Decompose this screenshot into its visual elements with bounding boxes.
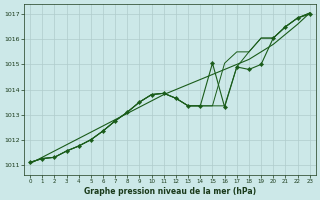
X-axis label: Graphe pression niveau de la mer (hPa): Graphe pression niveau de la mer (hPa) bbox=[84, 187, 256, 196]
